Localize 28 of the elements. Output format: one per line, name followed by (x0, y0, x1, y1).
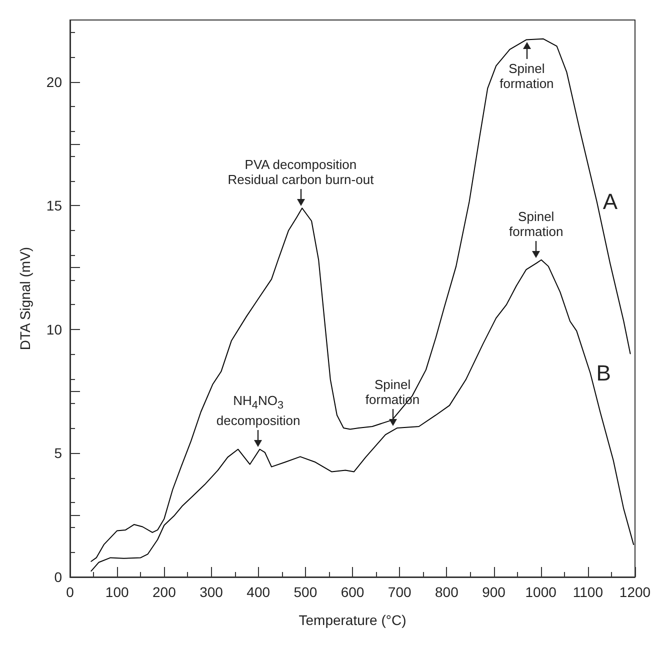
annotation: NH$_{4}$NO$_{3}$ decomposition (216, 392, 300, 428)
annotation: Spinel formation (500, 60, 554, 91)
x-tick-label: 700 (388, 584, 412, 600)
series-label: B (596, 360, 611, 386)
x-tick-label: 800 (434, 584, 459, 600)
y-tick-label: 10 (46, 321, 62, 338)
x-tick-label: 400 (246, 584, 270, 600)
y-tick-label: 15 (46, 198, 62, 214)
x-tick-label: 500 (294, 584, 318, 600)
series-label: A (602, 189, 618, 214)
x-tick-label: 1000 (525, 584, 557, 600)
line-series (90, 38, 631, 562)
x-tick-label: 100 (105, 584, 129, 600)
x-tick-label: 900 (482, 584, 506, 600)
y-tick-label: 0 (54, 569, 62, 585)
x-tick-label: 1200 (619, 584, 651, 600)
line-series (90, 259, 634, 572)
y-tick-label: 5 (54, 445, 62, 462)
x-tick-label: 300 (200, 584, 224, 600)
annotation: PVA decomposition Residual carbon burn-out (228, 157, 374, 188)
y-tick-label: 20 (46, 74, 62, 90)
x-tick-label: 600 (340, 584, 364, 600)
x-tick-label: 200 (152, 584, 176, 600)
annotation: Spinel formation (509, 209, 564, 240)
x-axis-title: Temperature (°C) (298, 612, 406, 628)
y-axis-title: DTA Signal (mV) (17, 246, 33, 350)
x-tick-label: 0 (66, 584, 74, 600)
x-tick-label: 1100 (572, 584, 604, 600)
